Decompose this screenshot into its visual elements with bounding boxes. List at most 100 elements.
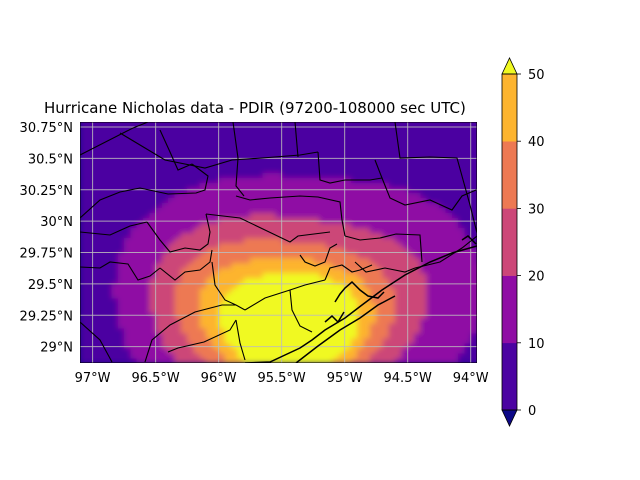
field-cell — [231, 182, 239, 188]
field-cell — [388, 282, 396, 289]
field-cell — [92, 242, 100, 249]
field-cell — [439, 147, 447, 153]
field-cell — [287, 122, 295, 128]
field-cell — [432, 282, 440, 289]
field-cell — [407, 337, 415, 344]
field-cell — [338, 122, 346, 123]
field-cell — [231, 282, 239, 289]
field-cell — [130, 332, 138, 339]
field-cell — [224, 262, 232, 269]
field-cell — [344, 242, 352, 249]
field-cell — [413, 167, 421, 173]
field-cell — [98, 272, 106, 279]
field-cell — [300, 127, 308, 133]
field-cell — [224, 332, 232, 339]
field-cell — [413, 127, 421, 133]
county-border — [289, 289, 313, 333]
field-cell — [300, 227, 308, 234]
field-cell — [294, 277, 302, 284]
field-cell — [206, 217, 213, 224]
field-cell — [477, 258, 484, 264]
field-cell — [306, 197, 314, 203]
colorbar-tick-label: 50 — [528, 68, 545, 83]
field-cell — [344, 352, 352, 359]
field-cell — [445, 177, 453, 183]
field-cell — [92, 342, 100, 349]
field-cell — [86, 347, 94, 354]
field-cell — [413, 172, 421, 178]
field-cell — [180, 127, 188, 133]
field-cell — [477, 222, 484, 228]
field-cell — [287, 207, 295, 213]
field-cell — [464, 287, 472, 294]
field-cell — [325, 257, 333, 264]
field-cell — [218, 122, 226, 128]
field-cell — [325, 352, 333, 359]
field-cell — [218, 162, 226, 168]
field-cell — [313, 217, 321, 224]
field-cell — [313, 122, 321, 123]
field-cell — [256, 182, 264, 188]
field-cell — [464, 342, 472, 349]
field-cell — [231, 337, 239, 344]
field-cell — [382, 332, 390, 339]
field-cell — [155, 222, 163, 229]
field-cell — [80, 302, 87, 309]
field-cell — [275, 217, 283, 224]
field-cell — [92, 167, 100, 173]
field-cell — [149, 182, 157, 188]
field-cell — [111, 232, 119, 239]
field-cell — [369, 337, 377, 344]
field-cell — [256, 327, 264, 334]
field-cell — [224, 357, 232, 363]
field-cell — [161, 272, 169, 279]
field-cell — [187, 237, 195, 244]
coastline — [244, 235, 477, 363]
field-cell — [458, 152, 465, 158]
field-cell — [300, 182, 308, 188]
field-cell — [80, 327, 87, 334]
field-cell — [332, 247, 339, 254]
field-cell — [161, 212, 169, 218]
field-cell — [287, 147, 295, 153]
field-cell — [338, 227, 346, 234]
field-cell — [80, 197, 87, 203]
field-cell — [86, 227, 94, 234]
field-cell — [212, 137, 220, 143]
field-cell — [187, 322, 195, 329]
field-cell — [187, 132, 195, 138]
field-cell — [464, 152, 472, 158]
field-cell — [161, 242, 169, 249]
field-cell — [224, 182, 232, 188]
field-cell — [168, 292, 176, 299]
field-cell — [319, 242, 327, 249]
field-cell — [206, 132, 213, 138]
field-cell — [306, 217, 314, 224]
field-cell — [136, 257, 144, 264]
field-cell — [237, 232, 245, 239]
field-cell — [313, 317, 321, 324]
field-cell — [111, 317, 119, 324]
field-cell — [136, 152, 144, 158]
field-cell — [319, 177, 327, 183]
field-cell — [269, 202, 276, 208]
field-cell — [124, 252, 132, 259]
field-cell — [124, 137, 132, 143]
field-cell — [256, 247, 264, 254]
field-cell — [269, 282, 276, 289]
field-cell — [250, 317, 258, 324]
field-cell — [86, 197, 94, 203]
field-cell — [80, 172, 87, 178]
field-cell — [92, 192, 100, 198]
field-cell — [445, 232, 453, 239]
field-cell — [149, 242, 157, 249]
field-cell — [401, 317, 409, 324]
field-cell — [325, 272, 333, 279]
field-cell — [281, 197, 289, 203]
field-cell — [395, 322, 402, 329]
field-cell — [420, 267, 428, 274]
field-cell — [413, 282, 421, 289]
field-cell — [256, 137, 264, 143]
field-cell — [161, 137, 169, 143]
field-cell — [206, 287, 213, 294]
